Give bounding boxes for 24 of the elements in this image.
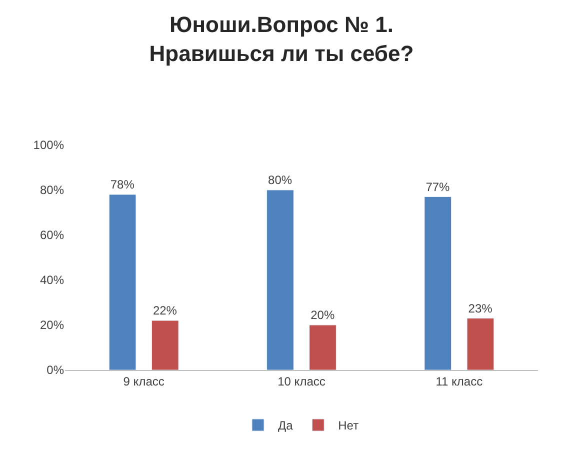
bar	[266, 190, 294, 370]
y-tick-label: 20%	[40, 318, 64, 332]
data-label: 23%	[468, 301, 493, 316]
data-label: 22%	[152, 304, 178, 318]
data-label: 77%	[426, 180, 450, 194]
x-tick-label: 9 класс	[123, 374, 164, 388]
y-tick-label: 60%	[40, 228, 64, 242]
data-label: 78%	[110, 178, 135, 192]
legend-label: Нет	[338, 418, 360, 433]
y-tick-label: 0%	[46, 363, 64, 378]
x-tick-label: 10 класс	[278, 374, 326, 388]
y-tick-label: 40%	[40, 273, 64, 288]
data-label: 20%	[310, 308, 335, 322]
legend-label: Да	[278, 418, 294, 433]
bar	[466, 318, 494, 370]
bar	[309, 324, 336, 370]
x-tick-label: 11 класс	[436, 374, 483, 388]
chart-title: Юноши.Вопрос № 1. Нравишься ли ты себе?	[149, 12, 414, 66]
bar	[108, 194, 136, 370]
bar	[424, 196, 452, 370]
bar	[151, 320, 179, 370]
y-tick-label: 100%	[33, 138, 64, 152]
y-tick-label: 80%	[40, 183, 64, 198]
data-label: 80%	[268, 173, 292, 187]
